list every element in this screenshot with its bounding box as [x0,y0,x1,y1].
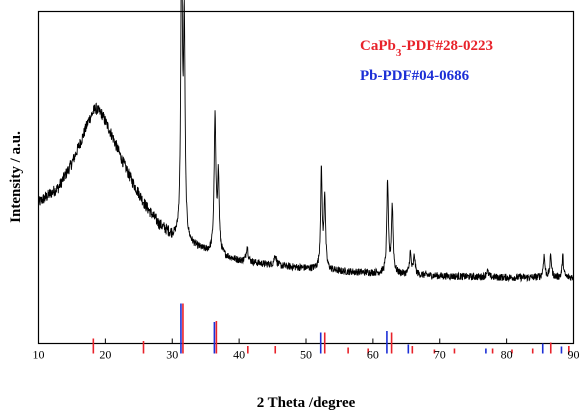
legend: CaPb3-PDF#28-0223 Pb-PDF#04-0686 [360,38,493,84]
diffraction-pattern-line [38,0,574,283]
x-tick-label: 80 [501,348,513,362]
legend-entry: CaPb3-PDF#28-0223 [360,38,493,59]
x-tick-label: 60 [367,348,379,362]
x-tick-label: 10 [33,348,45,362]
x-tick-label: 20 [99,348,111,362]
x-axis-title: 2 Theta /degree [257,395,356,411]
x-tick-label: 50 [300,348,312,362]
x-tick-label: 70 [434,348,446,362]
x-tick-label: 40 [233,348,245,362]
plot-frame [37,10,575,345]
y-axis-title: Intensity / a.u. [8,131,24,223]
reference-lines [92,303,570,354]
x-tick-label: 30 [166,348,178,362]
x-tick-label: 90 [568,348,580,362]
x-axis-ticks: 10 20 30 40 50 60 70 80 90 [33,338,580,362]
legend-entry: Pb-PDF#04-0686 [360,68,470,84]
